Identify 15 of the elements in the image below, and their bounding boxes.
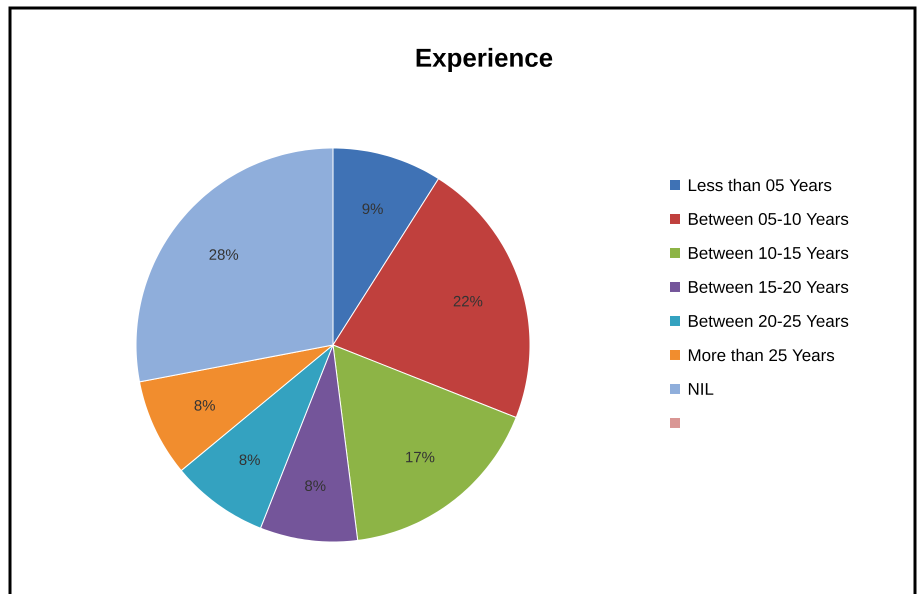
legend-label: More than 25 Years (688, 348, 834, 362)
data-label: 8% (239, 454, 260, 466)
data-label: 8% (305, 480, 326, 491)
legend-label: Between 05-10 Years (688, 212, 848, 225)
legend-label: Between 15-20 Years (688, 280, 848, 293)
legend-label: Less than 05 Years (688, 178, 832, 192)
legend-label: Between 20-25 Years (688, 314, 848, 327)
data-label: 9% (362, 203, 383, 214)
legend-label: Between 10-15 Years (688, 246, 848, 259)
data-label: 17% (406, 452, 434, 462)
legend-label: NIL (688, 383, 714, 395)
data-label: 22% (454, 296, 482, 306)
chart-title: Experience (416, 48, 552, 72)
data-label: 28% (210, 249, 238, 260)
data-label: 8% (194, 400, 215, 411)
